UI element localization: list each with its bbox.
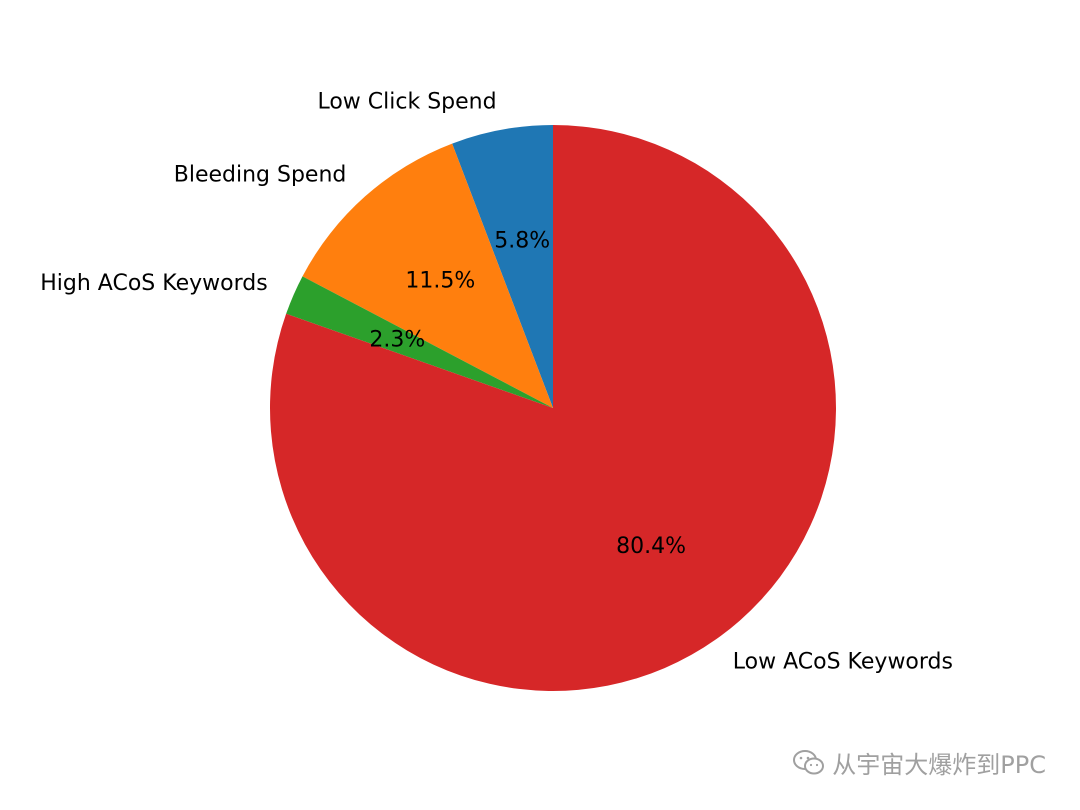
pie-slice-bleeding-spend: [302, 143, 553, 409]
slice-label: Low Click Spend: [317, 89, 496, 114]
pie-slice-low-click-spend: [452, 125, 553, 408]
watermark-text: 从宇宙大爆炸到PPC: [832, 751, 1046, 779]
watermark: 从宇宙大爆炸到PPC: [792, 745, 1046, 780]
slice-pct-label: 11.5%: [405, 268, 475, 293]
slice-pct-label: 2.3%: [369, 328, 425, 353]
pie-slice-low-acos-keywords: [270, 125, 837, 691]
slice-label: Low ACoS Keywords: [733, 650, 953, 675]
slice-label: High ACoS Keywords: [40, 271, 267, 296]
wechat-icon: [793, 749, 825, 774]
pie-slice-high-acos-keywords: [286, 276, 553, 408]
slice-label: Bleeding Spend: [174, 163, 347, 188]
slice-pct-label: 80.4%: [616, 534, 686, 559]
slice-pct-label: 5.8%: [494, 229, 550, 254]
